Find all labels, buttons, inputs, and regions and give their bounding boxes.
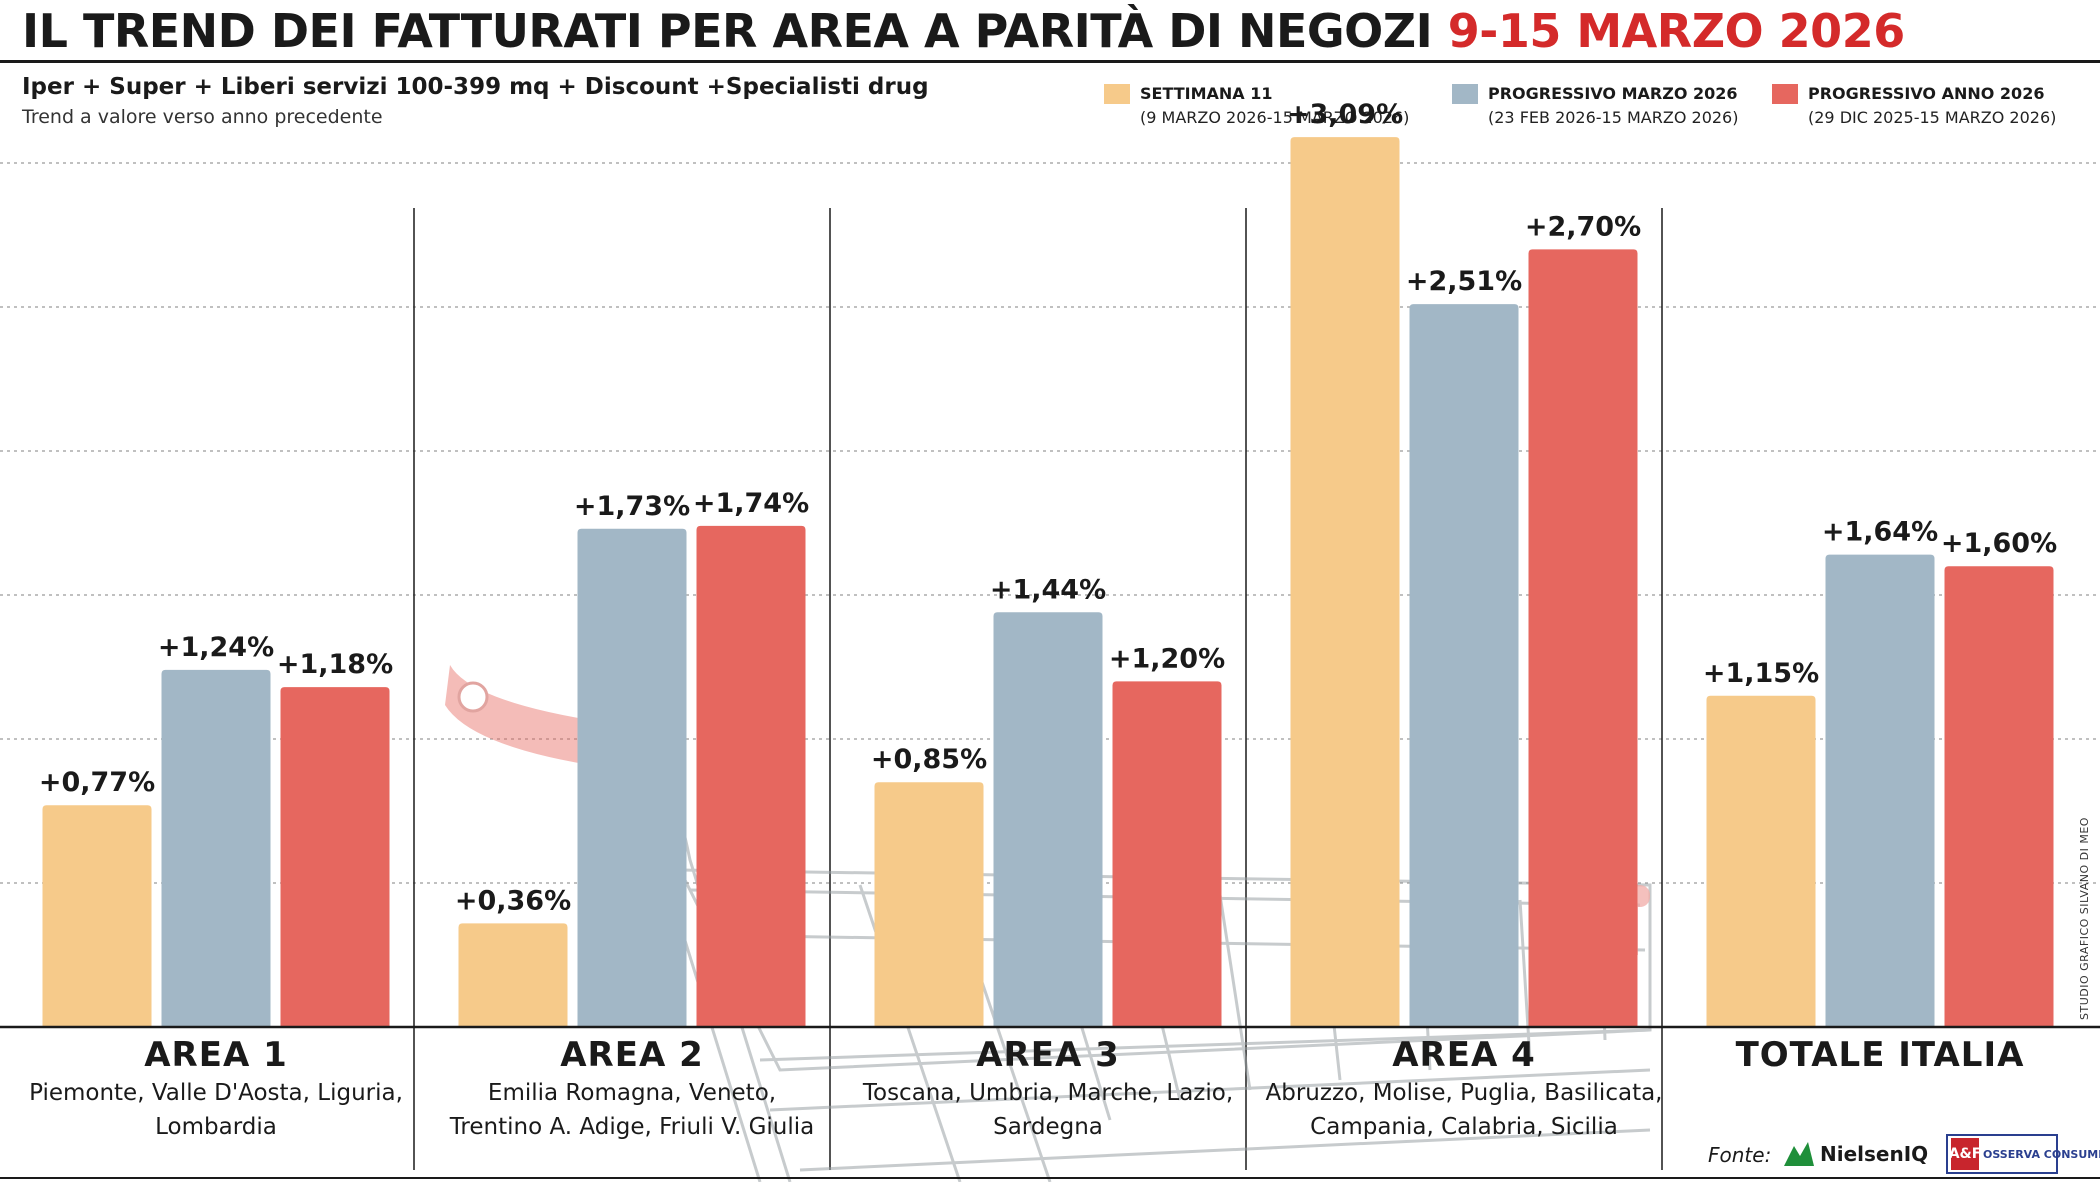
bar-value-label: +1,15%	[1703, 658, 1819, 689]
bar-value-label: +1,60%	[1941, 528, 2057, 559]
bar-progressivo-anno-totale-italia	[1944, 566, 2054, 1027]
bar-progressivo-marzo-area-4	[1409, 304, 1519, 1027]
category-regions: Toscana, Umbria, Marche, Lazio,	[862, 1080, 1233, 1106]
legend-swatch-settimana	[1104, 84, 1130, 104]
category-regions: Emilia Romagna, Veneto,	[488, 1080, 776, 1106]
chart-title: IL TREND DEI FATTURATI PER AREA A PARITÀ…	[22, 4, 1905, 58]
bar-settimana-area-1	[42, 805, 152, 1027]
title-date-range: 9-15 MARZO 2026	[1447, 4, 1905, 58]
legend-sublabel: (23 FEB 2026-15 MARZO 2026)	[1488, 108, 1739, 127]
category-labels: AREA 1 Piemonte, Valle D'Aosta, Liguria, L…	[29, 1035, 2025, 1140]
nielseniq-mark-icon	[1784, 1142, 1814, 1166]
bar-progressivo-anno-area-3	[1112, 681, 1222, 1027]
bar-value-label: +1,64%	[1822, 517, 1938, 548]
category-regions: Lombardia	[155, 1114, 277, 1140]
bar-progressivo-marzo-area-2	[577, 528, 687, 1027]
af-logo-mark: A&F	[1949, 1138, 1981, 1170]
bar-progressivo-anno-area-2	[696, 525, 806, 1027]
bar-progressivo-marzo-totale-italia	[1825, 554, 1935, 1027]
bar-value-labels: +0,77% +1,24%+1,18% +0,36% +1,73% +1,74% +0,8…	[39, 99, 2057, 916]
legend-label: PROGRESSIVO ANNO 2026	[1808, 84, 2045, 103]
nielseniq-logo: NielsenIQ	[1782, 1137, 1928, 1171]
bar-settimana-area-4	[1290, 137, 1400, 1027]
bar-value-label: +2,51%	[1406, 266, 1522, 297]
bar-settimana-area-3	[874, 782, 984, 1027]
chart-description: Trend a valore verso anno precedente	[22, 106, 383, 128]
source-label: Fonte:	[1708, 1143, 1772, 1167]
legend-label: SETTIMANA 11	[1140, 84, 1273, 103]
bar-value-label: +0,85%	[871, 744, 987, 775]
bar-value-label: +1,18%	[277, 649, 393, 680]
bar-value-label: +1,73%	[574, 491, 690, 522]
bar-value-label: +1,74%	[693, 488, 809, 519]
bar-value-label: +0,36%	[455, 885, 571, 916]
legend-label: PROGRESSIVO MARZO 2026	[1488, 84, 1738, 103]
bar-value-label: +0,77%	[39, 767, 155, 798]
bar-value-label: +1,44%	[990, 574, 1106, 605]
category-regions: Sardegna	[993, 1114, 1103, 1140]
area-separators	[413, 208, 1663, 1170]
legend-swatch-progressivo-anno	[1772, 84, 1798, 104]
bar-value-label: +3,09%	[1287, 99, 1403, 130]
category-label: AREA 4	[1392, 1035, 1536, 1075]
legend-sublabel: (9 MARZO 2026-15 MARZO 2026)	[1140, 108, 1410, 127]
bar-settimana-totale-italia	[1706, 695, 1816, 1027]
category-label: AREA 2	[560, 1035, 704, 1075]
bar-progressivo-marzo-area-3	[993, 612, 1103, 1027]
bar-progressivo-anno-area-1	[280, 687, 390, 1027]
bar-value-label: +1,20%	[1109, 643, 1225, 674]
bar-settimana-area-2	[458, 923, 568, 1027]
category-label: TOTALE ITALIA	[1736, 1035, 2025, 1075]
bar-progressivo-anno-area-4	[1528, 249, 1638, 1027]
category-label: AREA 3	[976, 1035, 1120, 1075]
chart-subtitle: Iper + Super + Liberi servizi 100-399 mq…	[22, 74, 929, 100]
nielseniq-logo-text: NielsenIQ	[1820, 1142, 1929, 1166]
af-osserva-consumi-logo: A&F OSSERVA CONSUMI	[1946, 1134, 2100, 1174]
graphic-credit: STUDIO GRAFICO SILVANO DI MEO	[2078, 817, 2091, 1020]
bar-value-label: +2,70%	[1525, 211, 1641, 242]
category-regions: Campania, Calabria, Sicilia	[1310, 1114, 1618, 1140]
category-label: AREA 1	[144, 1035, 288, 1075]
bar-progressivo-marzo-area-1	[161, 669, 271, 1027]
category-regions: Abruzzo, Molise, Puglia, Basilicata,	[1266, 1080, 1663, 1106]
legend-swatch-progressivo-marzo	[1452, 84, 1478, 104]
bars	[42, 137, 2054, 1027]
af-logo-text: OSSERVA CONSUMI	[1983, 1147, 2100, 1161]
bar-value-label: +1,24%	[158, 632, 274, 663]
category-regions: Piemonte, Valle D'Aosta, Liguria,	[29, 1080, 403, 1106]
title-underline	[0, 60, 2100, 63]
legend-sublabel: (29 DIC 2025-15 MARZO 2026)	[1808, 108, 2057, 127]
category-regions: Trentino A. Adige, Friuli V. Giulia	[449, 1114, 815, 1140]
